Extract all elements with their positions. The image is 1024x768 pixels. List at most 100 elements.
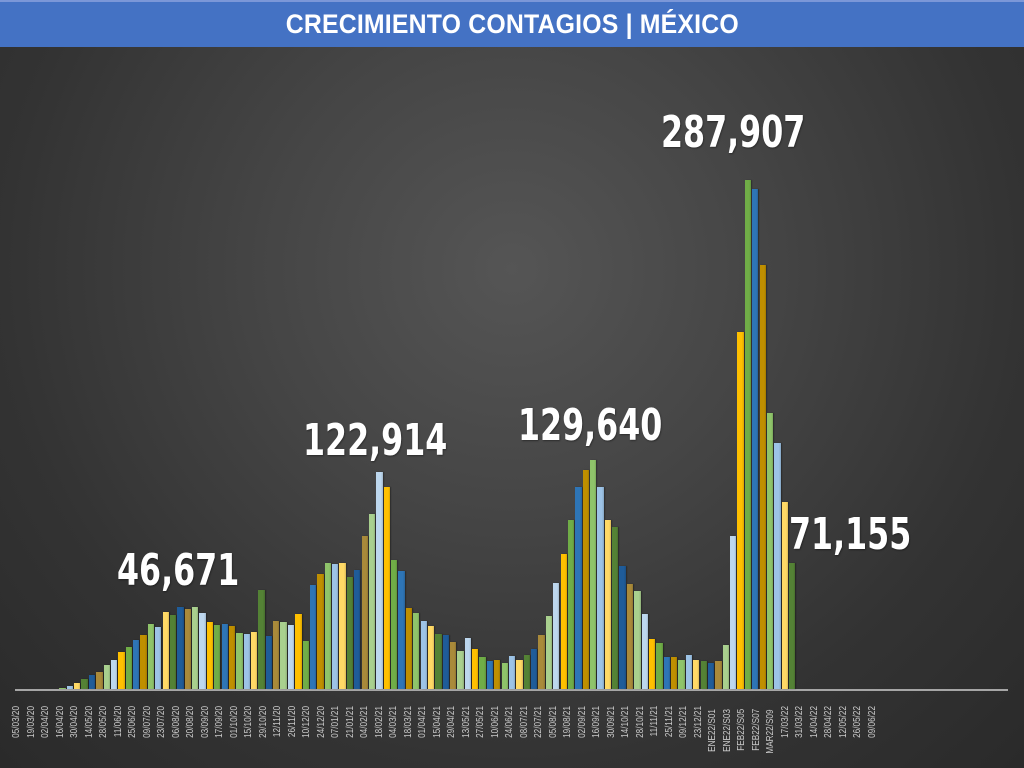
x-tick-label: 03/09/20 bbox=[198, 705, 211, 738]
bar bbox=[162, 611, 169, 689]
x-tick-label: 28/04/22 bbox=[822, 705, 834, 738]
bar bbox=[199, 613, 206, 689]
x-tick-label: 21/01/21 bbox=[343, 705, 356, 738]
x-tick-label: 18/02/21 bbox=[372, 705, 385, 738]
x-tick-label: 17/03/22 bbox=[778, 705, 791, 738]
x-tick-label: 18/03/21 bbox=[401, 705, 414, 738]
bar bbox=[405, 608, 413, 689]
bar bbox=[656, 643, 663, 689]
bar bbox=[169, 615, 177, 689]
bar bbox=[700, 660, 707, 689]
bar bbox=[184, 609, 191, 689]
bar bbox=[177, 607, 184, 689]
bar bbox=[155, 626, 162, 689]
bar bbox=[449, 641, 457, 689]
x-tick-label: 28/05/20 bbox=[97, 705, 109, 738]
x-axis-line bbox=[15, 689, 1008, 691]
x-tick-label: 29/04/21 bbox=[445, 705, 457, 738]
bar bbox=[766, 413, 774, 689]
annotation-latest-value: 71,155 bbox=[789, 509, 912, 560]
bar bbox=[516, 660, 523, 689]
x-tick-label: 09/07/20 bbox=[140, 705, 153, 738]
x-tick-label: 25/06/20 bbox=[126, 705, 138, 738]
bar bbox=[243, 634, 250, 689]
x-tick-label: 23/12/21 bbox=[691, 705, 704, 738]
bar bbox=[295, 614, 302, 689]
bar bbox=[214, 625, 221, 689]
bar bbox=[612, 527, 619, 689]
x-tick-label: 08/07/21 bbox=[517, 705, 530, 738]
x-tick-label: 26/11/20 bbox=[285, 705, 298, 738]
x-tick-label: 11/06/20 bbox=[111, 705, 124, 738]
x-tick-label: 04/02/21 bbox=[358, 705, 370, 738]
x-tick-label: 24/06/21 bbox=[503, 705, 515, 738]
bar bbox=[472, 648, 479, 689]
bar bbox=[781, 501, 788, 689]
bar bbox=[479, 657, 486, 689]
x-tick-label: 11/11/21 bbox=[648, 705, 660, 737]
bar bbox=[737, 331, 744, 689]
x-tick-label: 10/06/21 bbox=[488, 705, 501, 738]
x-tick-label: 09/06/22 bbox=[865, 705, 878, 738]
x-tick-label: 01/04/21 bbox=[416, 705, 428, 738]
bar bbox=[265, 635, 273, 689]
bar bbox=[494, 660, 501, 689]
x-tick-label: 02/04/20 bbox=[39, 705, 51, 738]
x-tick-label: 29/10/20 bbox=[256, 705, 269, 738]
bar bbox=[678, 660, 685, 689]
bar bbox=[508, 655, 516, 689]
x-tick-label: 14/04/22 bbox=[807, 705, 820, 738]
bar bbox=[590, 459, 597, 689]
bar bbox=[280, 621, 287, 689]
bar bbox=[339, 562, 346, 689]
bar bbox=[110, 660, 118, 689]
x-tick-label: 20/08/20 bbox=[184, 705, 196, 738]
bar bbox=[413, 613, 420, 689]
bar bbox=[464, 638, 472, 689]
bar bbox=[59, 688, 66, 689]
bar bbox=[722, 644, 729, 689]
bar bbox=[545, 615, 553, 689]
bar-chart-area: 46,671 122,914 129,640 287,907 71,155 05… bbox=[0, 47, 1024, 768]
x-tick-label: 04/03/21 bbox=[387, 705, 399, 738]
x-tick-label: 09/12/21 bbox=[677, 705, 689, 738]
chart-title: CRECIMIENTO CONTAGIOS | MÉXICO bbox=[285, 9, 739, 39]
x-tick-label: 16/04/20 bbox=[53, 705, 66, 738]
bar bbox=[752, 189, 759, 689]
bar bbox=[420, 620, 427, 689]
x-tick-label: 25/11/21 bbox=[662, 705, 675, 738]
bar bbox=[582, 469, 589, 689]
x-tick-label: 10/12/20 bbox=[300, 705, 312, 738]
x-tick-label: 30/04/20 bbox=[68, 705, 80, 738]
bar bbox=[626, 583, 634, 689]
bar bbox=[228, 626, 236, 689]
bar bbox=[332, 563, 339, 689]
x-tick-label: 19/03/20 bbox=[24, 705, 37, 738]
annotation-wave1-peak: 46,671 bbox=[117, 545, 240, 596]
x-tick-label: FEB22/S07 bbox=[749, 708, 762, 751]
bar bbox=[66, 685, 74, 689]
x-tick-label: 12/05/22 bbox=[836, 705, 849, 738]
bar bbox=[634, 591, 641, 689]
x-tick-label: ENE22/S03 bbox=[720, 709, 733, 752]
bar bbox=[273, 620, 280, 689]
bar bbox=[619, 566, 626, 689]
bar bbox=[192, 607, 199, 689]
x-tick-label: 01/10/20 bbox=[227, 705, 240, 738]
x-tick-label: ENE22/S01 bbox=[706, 709, 718, 752]
chart-title-bar: CRECIMIENTO CONTAGIOS | MÉXICO bbox=[0, 0, 1024, 47]
bar bbox=[398, 571, 405, 689]
bar bbox=[287, 625, 295, 689]
annotation-wave2-peak: 122,914 bbox=[303, 415, 448, 466]
bar bbox=[597, 487, 604, 689]
bar bbox=[501, 663, 508, 689]
bar bbox=[206, 622, 214, 689]
x-tick-label: 27/05/21 bbox=[474, 705, 486, 738]
bar bbox=[531, 649, 538, 689]
bar bbox=[538, 635, 545, 689]
bar bbox=[221, 623, 228, 689]
bar bbox=[103, 664, 110, 689]
bar bbox=[553, 582, 560, 689]
bar bbox=[376, 471, 383, 689]
x-tick-label: 16/09/21 bbox=[590, 705, 602, 738]
